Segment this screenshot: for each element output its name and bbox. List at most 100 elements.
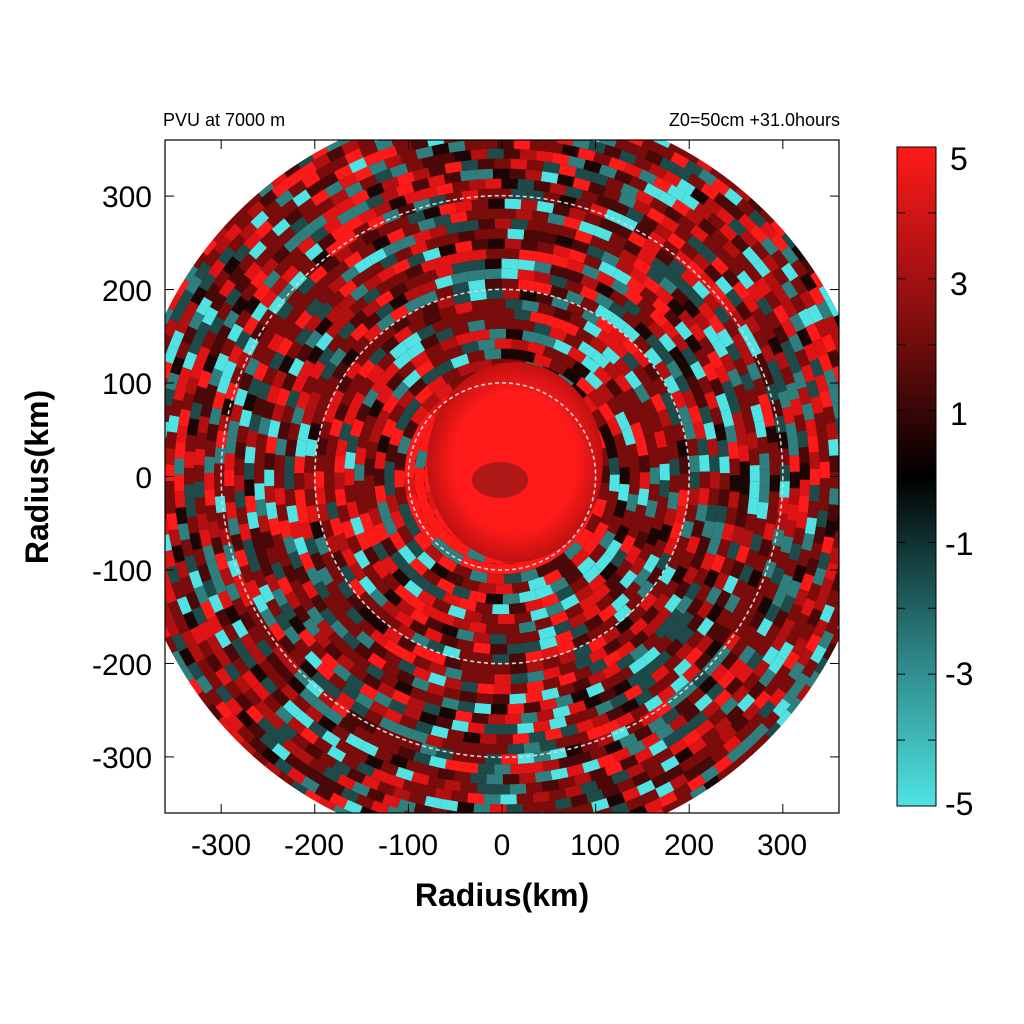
heatmap-cell: [565, 114, 583, 127]
heatmap-cell: [314, 784, 334, 802]
heatmap-cell: [137, 412, 149, 430]
heatmap-cell: [635, 438, 649, 457]
heatmap-cell: [471, 299, 490, 311]
heatmap-cell: [840, 543, 853, 561]
heatmap-cell: [502, 623, 520, 635]
heatmap-cell: [661, 800, 681, 813]
heatmap-cell: [440, 799, 459, 812]
heatmap-cell: [379, 253, 399, 270]
heatmap-cell: [219, 337, 236, 357]
heatmap-cell: [165, 480, 175, 498]
heatmap-cell: [547, 212, 566, 226]
heatmap-cell: [678, 309, 697, 329]
heatmap-cell: [744, 315, 762, 335]
heatmap-cell: [673, 580, 691, 600]
heatmap-cell: [403, 705, 423, 721]
heatmap-cell: [365, 440, 379, 460]
heatmap-cell: [341, 140, 360, 155]
heatmap-cell: [288, 179, 308, 198]
heatmap-cell: [685, 260, 705, 279]
heatmap-cell: [636, 580, 655, 600]
heatmap-cell: [165, 569, 172, 589]
heatmap-cell: [346, 767, 366, 784]
heatmap-cell: [279, 601, 297, 622]
heatmap-cell: [730, 234, 750, 253]
heatmap-cell: [748, 448, 760, 466]
heatmap-cell: [569, 575, 589, 594]
heatmap-cell: [341, 631, 361, 650]
heatmap-cell: [564, 816, 582, 829]
heatmap-cell: [364, 457, 376, 476]
heatmap-cell: [310, 671, 330, 690]
heatmap-cell: [389, 754, 409, 769]
heatmap-cell: [521, 330, 541, 344]
heatmap-cell: [391, 258, 411, 275]
heatmap-cell: [363, 151, 383, 167]
heatmap-cell: [359, 740, 379, 757]
heatmap-cell: [249, 646, 267, 666]
heatmap-cell: [523, 741, 541, 754]
heatmap-cell: [644, 347, 663, 367]
heatmap-cell: [280, 683, 300, 703]
heatmap-cell: [327, 631, 347, 651]
heatmap-cell: [593, 110, 611, 124]
heatmap-cell: [350, 322, 369, 342]
heatmap-cell: [728, 309, 747, 329]
heatmap-cell: [666, 691, 686, 709]
heatmap-cell: [190, 286, 208, 306]
heatmap-cell: [670, 151, 690, 169]
heatmap-cell: [827, 504, 839, 522]
heatmap-cell: [542, 161, 561, 174]
heatmap-cell: [517, 259, 536, 271]
heatmap-cell: [196, 657, 214, 677]
heatmap-cell: [489, 634, 507, 645]
heatmap-cell: [520, 833, 537, 844]
heatmap-cell: [686, 438, 699, 457]
heatmap-cell: [361, 299, 381, 318]
heatmap-cell: [349, 391, 366, 411]
heatmap-cell: [627, 231, 647, 248]
heatmap-cell: [415, 359, 435, 378]
heatmap-cell: [205, 505, 218, 523]
heatmap-cell: [492, 654, 510, 665]
heatmap-cell: [572, 177, 591, 192]
heatmap-cell: [653, 606, 672, 626]
heatmap-cell: [508, 602, 527, 615]
heatmap-cell: [376, 313, 396, 332]
heatmap-cell: [463, 309, 482, 323]
heatmap-cell: [227, 323, 244, 343]
heatmap-cell: [699, 245, 718, 264]
heatmap-cell: [772, 285, 790, 305]
heatmap-cell: [293, 536, 309, 556]
heatmap-cell: [304, 329, 323, 349]
heatmap-cell: [357, 618, 376, 637]
heatmap-cell: [386, 805, 405, 813]
heatmap-cell: [359, 683, 379, 701]
heatmap-cell: [644, 499, 658, 519]
heatmap-cell: [234, 549, 249, 568]
heatmap-cell: [588, 544, 607, 564]
heatmap-cell: [549, 112, 567, 124]
heatmap-cell: [414, 720, 434, 735]
heatmap-cell: [589, 203, 608, 218]
heatmap-cell: [340, 387, 357, 407]
heatmap-cell: [264, 452, 276, 470]
heatmap-cell: [602, 638, 623, 656]
heatmap-cell: [304, 705, 324, 724]
heatmap-cell: [752, 377, 768, 397]
heatmap-cell: [344, 148, 364, 165]
heatmap-cell: [539, 231, 558, 245]
heatmap-cell: [693, 348, 711, 368]
heatmap-cell: [214, 463, 225, 480]
heatmap-cell: [740, 529, 755, 548]
heatmap-cell: [573, 751, 593, 766]
heatmap-cell: [288, 647, 307, 667]
heatmap-cell: [594, 304, 614, 322]
heatmap-cell: [744, 549, 760, 568]
heatmap-cell: [526, 680, 545, 693]
heatmap-cell: [269, 727, 288, 746]
heatmap-cell: [391, 215, 411, 231]
heatmap-cell: [433, 382, 454, 401]
heatmap-cell: [203, 248, 222, 268]
heatmap-cell: [593, 151, 612, 167]
